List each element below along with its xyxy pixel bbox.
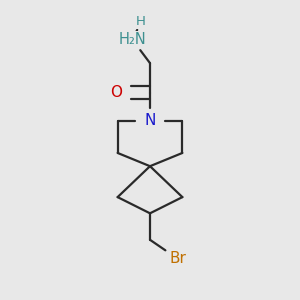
Text: H: H xyxy=(136,15,146,28)
Text: O: O xyxy=(110,85,122,100)
Text: N: N xyxy=(144,113,156,128)
Text: H₂N: H₂N xyxy=(118,32,146,47)
Text: Br: Br xyxy=(169,251,186,266)
